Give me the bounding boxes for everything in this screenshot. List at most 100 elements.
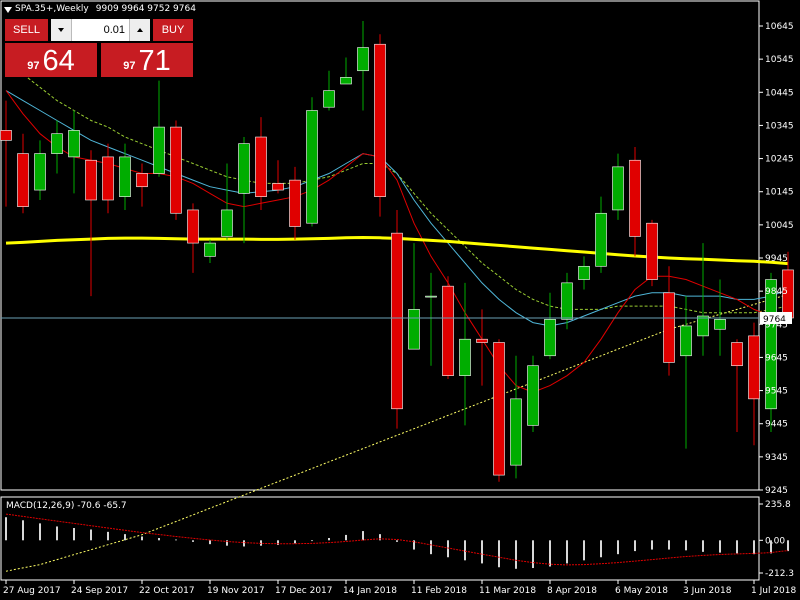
candle-body xyxy=(255,136,267,197)
chevron-up-icon xyxy=(137,28,143,32)
candle-body xyxy=(578,265,590,280)
candle xyxy=(340,57,352,85)
candle-body xyxy=(493,342,505,476)
macd-signal-line xyxy=(5,513,789,566)
candle-body xyxy=(221,209,233,237)
candle-body xyxy=(272,183,284,191)
date-tick-label: 11 Mar 2018 xyxy=(479,586,536,596)
candle-body xyxy=(714,319,726,330)
candle xyxy=(697,243,709,356)
candle xyxy=(578,256,590,290)
candle xyxy=(646,219,658,287)
candle-body xyxy=(425,295,437,298)
date-tick-label: 8 Apr 2018 xyxy=(547,586,597,596)
candle xyxy=(34,140,46,200)
candle xyxy=(748,322,760,446)
candle xyxy=(306,97,318,227)
candle-body xyxy=(442,285,454,376)
date-tick-label: 22 Oct 2017 xyxy=(139,586,195,596)
candle-body xyxy=(612,166,624,211)
candle-body xyxy=(374,43,386,197)
candle xyxy=(238,137,250,244)
buy-button[interactable]: BUY xyxy=(153,19,193,41)
candle-body xyxy=(561,282,573,320)
chart-header: SPA.35+,Weekly 9909 9964 9752 9764 xyxy=(4,1,196,17)
price-axis: 10645 10545 10445 10345 10245 10145 10045 9945 9… xyxy=(759,22,794,496)
candle-body xyxy=(629,159,641,237)
candle xyxy=(765,272,777,432)
macd-tick-label: -212.3 xyxy=(765,569,794,579)
candle xyxy=(255,117,267,210)
candle xyxy=(272,160,284,194)
candle xyxy=(663,266,675,376)
macd-plot-frame xyxy=(0,496,760,581)
one-click-trading-panel: SELL BUY 97 64 97 71 xyxy=(5,19,193,77)
candle-body xyxy=(697,315,709,337)
main-plot-frame xyxy=(0,0,760,491)
price-tick-label: 9345 xyxy=(765,453,788,463)
current-price-label: 9764 xyxy=(763,315,786,325)
candle xyxy=(187,203,199,273)
candle xyxy=(357,21,369,111)
current-price-line: 9764 xyxy=(1,311,792,325)
sell-button[interactable]: SELL xyxy=(5,19,48,41)
candle xyxy=(323,70,335,111)
candle xyxy=(17,133,29,214)
chart-grid xyxy=(0,0,760,581)
sell-price-main: 64 xyxy=(42,45,75,77)
candle-body xyxy=(0,130,12,141)
candle-body xyxy=(765,279,777,410)
price-tick-label: 10545 xyxy=(765,55,794,65)
candle-body xyxy=(34,153,46,191)
sell-price[interactable]: 97 64 xyxy=(5,43,97,77)
price-tick-label: 10345 xyxy=(765,121,794,131)
candle xyxy=(102,143,114,214)
candle xyxy=(442,276,454,379)
lot-increase-button[interactable] xyxy=(129,19,150,41)
date-axis: 27 Aug 2017 24 Sep 2017 22 Oct 2017 19 Nov … xyxy=(3,580,796,596)
candle xyxy=(408,243,420,350)
candle-body xyxy=(680,325,692,357)
candle xyxy=(731,339,743,432)
candle xyxy=(0,100,12,207)
buy-price[interactable]: 97 71 xyxy=(101,43,193,77)
candle xyxy=(561,272,573,330)
candle xyxy=(544,292,556,360)
lot-size-control xyxy=(51,19,150,41)
candle xyxy=(391,209,403,429)
candle-body xyxy=(646,222,658,280)
price-tick-label: 9945 xyxy=(765,254,788,264)
current-price-tag xyxy=(760,311,792,324)
candle xyxy=(68,110,80,194)
candle xyxy=(680,296,692,449)
candle xyxy=(459,282,471,426)
price-tick-label: 9645 xyxy=(765,353,788,363)
candle-body xyxy=(187,209,199,244)
chevron-down-icon[interactable] xyxy=(4,6,12,13)
candle xyxy=(476,309,488,386)
candle xyxy=(425,272,437,366)
date-tick-label: 14 Jan 2018 xyxy=(343,586,397,596)
candle-body xyxy=(510,398,522,466)
candle-body xyxy=(663,292,675,363)
candle-body xyxy=(51,133,63,154)
candle xyxy=(204,239,216,263)
candle-body xyxy=(391,232,403,410)
candle xyxy=(527,355,539,432)
price-tick-label: 9245 xyxy=(765,486,788,496)
candle-body xyxy=(17,153,29,207)
price-tick-label: 10245 xyxy=(765,155,794,165)
macd-label: MACD(12,26,9) -70.6 -65.7 xyxy=(6,501,127,511)
candle xyxy=(51,120,63,174)
candle-body xyxy=(85,159,97,201)
date-tick-label: 6 May 2018 xyxy=(615,586,668,596)
candle xyxy=(493,339,505,482)
candle-body xyxy=(527,365,539,426)
lot-size-input[interactable] xyxy=(72,19,128,41)
candle xyxy=(629,146,641,257)
lot-decrease-button[interactable] xyxy=(51,19,72,41)
candle xyxy=(374,34,386,217)
candle-body xyxy=(595,212,607,267)
candle-body xyxy=(238,143,250,194)
